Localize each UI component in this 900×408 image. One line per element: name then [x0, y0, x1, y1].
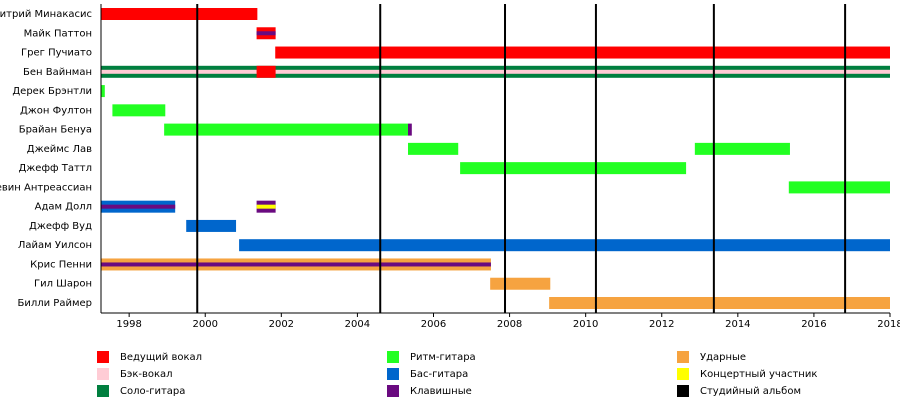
- member-name: Джефф Таттл: [18, 163, 92, 174]
- member-name: Кевин Антреассиан: [0, 182, 92, 193]
- tenure-bar: [186, 219, 237, 232]
- tenure-stripe: [101, 262, 491, 267]
- legend-swatch: [677, 351, 689, 363]
- legend-label: Бас-гитара: [410, 369, 468, 380]
- x-tick-label: 2002: [269, 319, 294, 330]
- member-name: Гил Шарон: [34, 279, 92, 290]
- tenure-bar: [239, 239, 891, 252]
- legend-label: Ритм-гитара: [410, 352, 476, 363]
- member-name: Билли Раймер: [17, 298, 92, 309]
- x-tick-label: 2000: [193, 319, 218, 330]
- tenure-stripe: [101, 204, 176, 209]
- member-name: Джон Фултон: [20, 105, 92, 116]
- member-name: Джефф Вуд: [29, 221, 92, 232]
- x-tick-label: 2006: [421, 319, 446, 330]
- tenure-bar: [101, 8, 258, 20]
- member-name: Крис Пенни: [30, 259, 92, 270]
- tenure-bar: [460, 162, 687, 175]
- legend-swatch: [97, 351, 109, 363]
- x-tick-label: 2012: [649, 319, 674, 330]
- member-name: Дмитрий Минакасис: [0, 9, 92, 20]
- tenure-bar: [112, 104, 166, 117]
- tenure-bar: [694, 142, 790, 155]
- tenure-bar: [549, 297, 890, 309]
- legend-label: Ударные: [700, 352, 746, 363]
- legend-swatch: [97, 385, 109, 397]
- tenure-stripe: [256, 31, 276, 36]
- tenure-bar: [490, 277, 551, 290]
- x-tick-label: 2008: [497, 319, 522, 330]
- legend-label: Клавишные: [410, 386, 472, 397]
- x-tick-label: 2016: [801, 319, 826, 330]
- tenure-bar: [408, 142, 459, 155]
- legend-swatch: [97, 368, 109, 380]
- legend-label: Бэк-вокал: [120, 369, 173, 380]
- tenure-bar: [408, 123, 412, 136]
- member-name: Бен Вайнман: [23, 67, 92, 78]
- member-name: Майк Паттон: [24, 28, 92, 39]
- legend-swatch: [677, 368, 689, 380]
- legend-swatch: [387, 351, 399, 363]
- legend-label: Соло-гитара: [120, 386, 185, 397]
- legend-label: Ведущий вокал: [120, 352, 202, 363]
- x-tick-label: 2004: [345, 319, 370, 330]
- member-name: Брайан Бенуа: [19, 125, 92, 136]
- tenure-bar: [164, 123, 409, 136]
- member-name: Адам Долл: [35, 202, 92, 213]
- tenure-bar: [788, 181, 890, 194]
- member-name: Джеймс Лав: [27, 144, 92, 155]
- x-tick-label: 2018: [877, 319, 900, 330]
- legend-label: Концертный участник: [700, 369, 817, 380]
- member-name: Дерек Брэнтли: [12, 86, 92, 97]
- member-name: Грег Пучиато: [21, 48, 92, 59]
- x-tick-label: 2010: [573, 319, 598, 330]
- tenure-bar: [101, 85, 105, 98]
- member-name: Лайам Уилсон: [18, 240, 92, 251]
- legend-swatch: [387, 368, 399, 380]
- tenure-bar: [256, 65, 276, 78]
- legend-swatch: [677, 385, 689, 397]
- tenure-stripe: [101, 69, 890, 74]
- legend-swatch: [387, 385, 399, 397]
- x-tick-label: 1998: [116, 319, 141, 330]
- tenure-stripe: [256, 204, 276, 209]
- legend-label: Студийный альбом: [700, 386, 801, 397]
- tenure-bar: [275, 46, 890, 59]
- x-tick-label: 2014: [725, 319, 750, 330]
